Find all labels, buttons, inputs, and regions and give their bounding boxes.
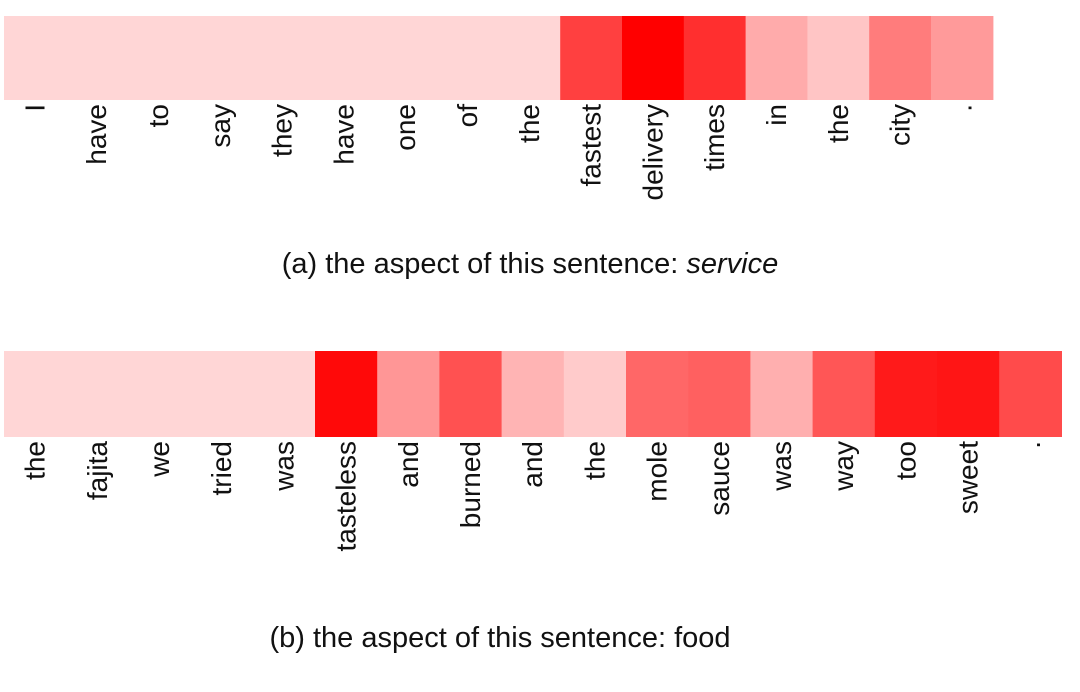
token-label-9: the xyxy=(579,441,610,480)
token-label-2: we xyxy=(144,441,175,478)
token-label-4: they xyxy=(267,104,298,157)
heatmap-cell-sweet-15 xyxy=(937,351,1000,437)
token-label-8: the xyxy=(514,104,545,143)
heatmap-panel-b: the fajita we tried was tasteless and burned and… xyxy=(4,351,1062,552)
heatmap-cell-the-8 xyxy=(498,16,561,100)
caption-a-prefix: (a) the aspect of this sentence: xyxy=(281,248,687,280)
heatmap-cell-delivery-10 xyxy=(622,16,685,100)
token-label-13: way xyxy=(828,441,859,492)
heatmap-cell--16 xyxy=(999,351,1062,437)
token-label-15: . xyxy=(946,104,977,112)
token-label-10: mole xyxy=(642,441,673,502)
token-label-12: was xyxy=(766,441,797,492)
token-label-1: fajita xyxy=(82,441,113,501)
heatmap-cell-in-12 xyxy=(745,16,808,100)
token-label-11: sauce xyxy=(704,441,735,516)
token-label-10: delivery xyxy=(637,104,668,200)
token-label-1: have xyxy=(81,104,112,165)
heatmap-cell-the-9 xyxy=(563,351,627,437)
caption-a: (a) the aspect of this sentence: service xyxy=(0,248,1070,281)
token-label-14: too xyxy=(890,441,921,480)
heatmap-cell-tried-3 xyxy=(190,351,254,437)
token-label-12: in xyxy=(761,104,792,126)
token-label-15: sweet xyxy=(953,441,984,514)
heatmap-cell-times-11 xyxy=(683,16,747,100)
heatmap-cell-mole-10 xyxy=(626,351,689,437)
heatmap-cell-was-12 xyxy=(750,351,814,437)
heatmap-cell-have-5 xyxy=(313,16,376,100)
token-label-2: to xyxy=(143,104,174,127)
heatmap-cell-and-6 xyxy=(377,351,440,437)
heatmap-cell-way-13 xyxy=(812,351,876,437)
token-label-5: tasteless xyxy=(331,441,362,552)
heatmap-cell-the-0 xyxy=(4,351,67,437)
token-label-0: I xyxy=(19,104,50,112)
token-label-13: the xyxy=(823,104,854,143)
heatmap-cell-city-14 xyxy=(869,16,932,100)
heatmap-cell-tasteless-5 xyxy=(315,351,378,437)
heatmap-cell-burned-7 xyxy=(439,351,503,437)
token-label-3: tried xyxy=(206,441,237,495)
caption-a-aspect: service xyxy=(686,248,779,280)
token-label-5: have xyxy=(328,104,359,165)
heatmap-cell--15 xyxy=(931,16,994,100)
heatmap-cell-fajita-1 xyxy=(66,351,129,437)
heatmap-cell-fastest-9 xyxy=(560,16,623,100)
token-label-9: fastest xyxy=(576,104,607,187)
heatmap-cell-and-8 xyxy=(501,351,565,437)
token-label-8: and xyxy=(517,441,548,488)
token-label-0: the xyxy=(20,441,51,480)
token-label-7: burned xyxy=(455,441,486,528)
caption-b-prefix: (b) the aspect of this sentence: xyxy=(269,622,675,654)
token-label-6: one xyxy=(390,104,421,151)
token-label-16: . xyxy=(1015,441,1046,449)
heatmap-cell-too-14 xyxy=(874,351,938,437)
heatmap-cell-I-0 xyxy=(4,16,67,100)
heatmap-cell-they-4 xyxy=(251,16,314,100)
token-label-4: was xyxy=(268,441,299,492)
heatmap-cell-sauce-11 xyxy=(688,351,751,437)
caption-b: (b) the aspect of this sentence: food xyxy=(0,622,1040,655)
token-label-6: and xyxy=(393,441,424,488)
heatmap-cell-to-2 xyxy=(127,16,190,100)
heatmap-cell-we-2 xyxy=(128,351,192,437)
caption-b-aspect: food xyxy=(674,622,731,654)
heatmap-cell-one-6 xyxy=(374,16,438,100)
token-label-14: city xyxy=(885,104,916,146)
token-label-3: say xyxy=(205,104,236,148)
heatmap-cell-the-13 xyxy=(807,16,870,100)
heatmap-cell-was-4 xyxy=(252,351,316,437)
token-label-11: times xyxy=(699,104,730,171)
heatmap-cell-of-7 xyxy=(436,16,499,100)
heatmap-cell-say-3 xyxy=(189,16,252,100)
token-label-7: of xyxy=(452,104,483,128)
heatmap-cell-have-1 xyxy=(65,16,129,100)
